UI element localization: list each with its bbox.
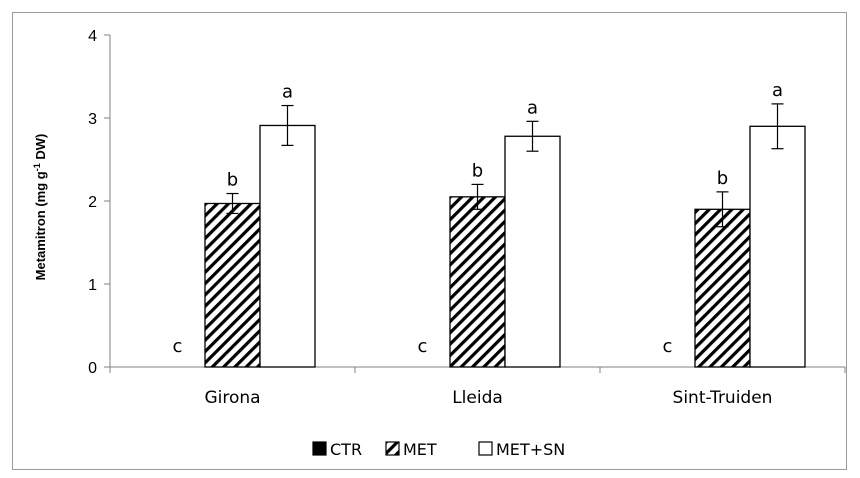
significance-letter: b [472,160,483,181]
significance-letter: c [418,336,428,357]
significance-letter: b [717,168,728,189]
legend-swatch [385,441,400,456]
bar [749,125,806,368]
x-category-label: Sint-Truiden [673,388,773,408]
y-axis-label: Metamitron (mg g-1 DW) [32,134,48,281]
legend-label: MET+SN [496,440,565,459]
significance-letter: a [527,97,538,118]
x-category-label: Lleida [452,388,503,408]
significance-letter: b [227,170,238,191]
y-tick-label: 0 [88,360,97,377]
chart-frame [12,12,847,470]
legend-swatch [478,441,493,456]
y-tick-label: 3 [88,111,97,128]
bar [449,196,506,368]
legend-swatch [312,441,327,456]
significance-letter: c [173,336,183,357]
legend-label: CTR [330,440,362,459]
bar [694,208,751,368]
x-category-label: Girona [204,388,260,408]
y-tick-label: 1 [88,277,97,294]
legend-label: MET [403,440,437,459]
significance-letter: c [663,336,673,357]
bar [504,135,561,368]
bar [259,124,316,368]
y-tick-label: 2 [88,194,97,211]
significance-letter: a [772,80,783,101]
y-tick-label: 4 [88,28,97,45]
significance-letter: a [282,82,293,103]
bar [204,202,261,368]
